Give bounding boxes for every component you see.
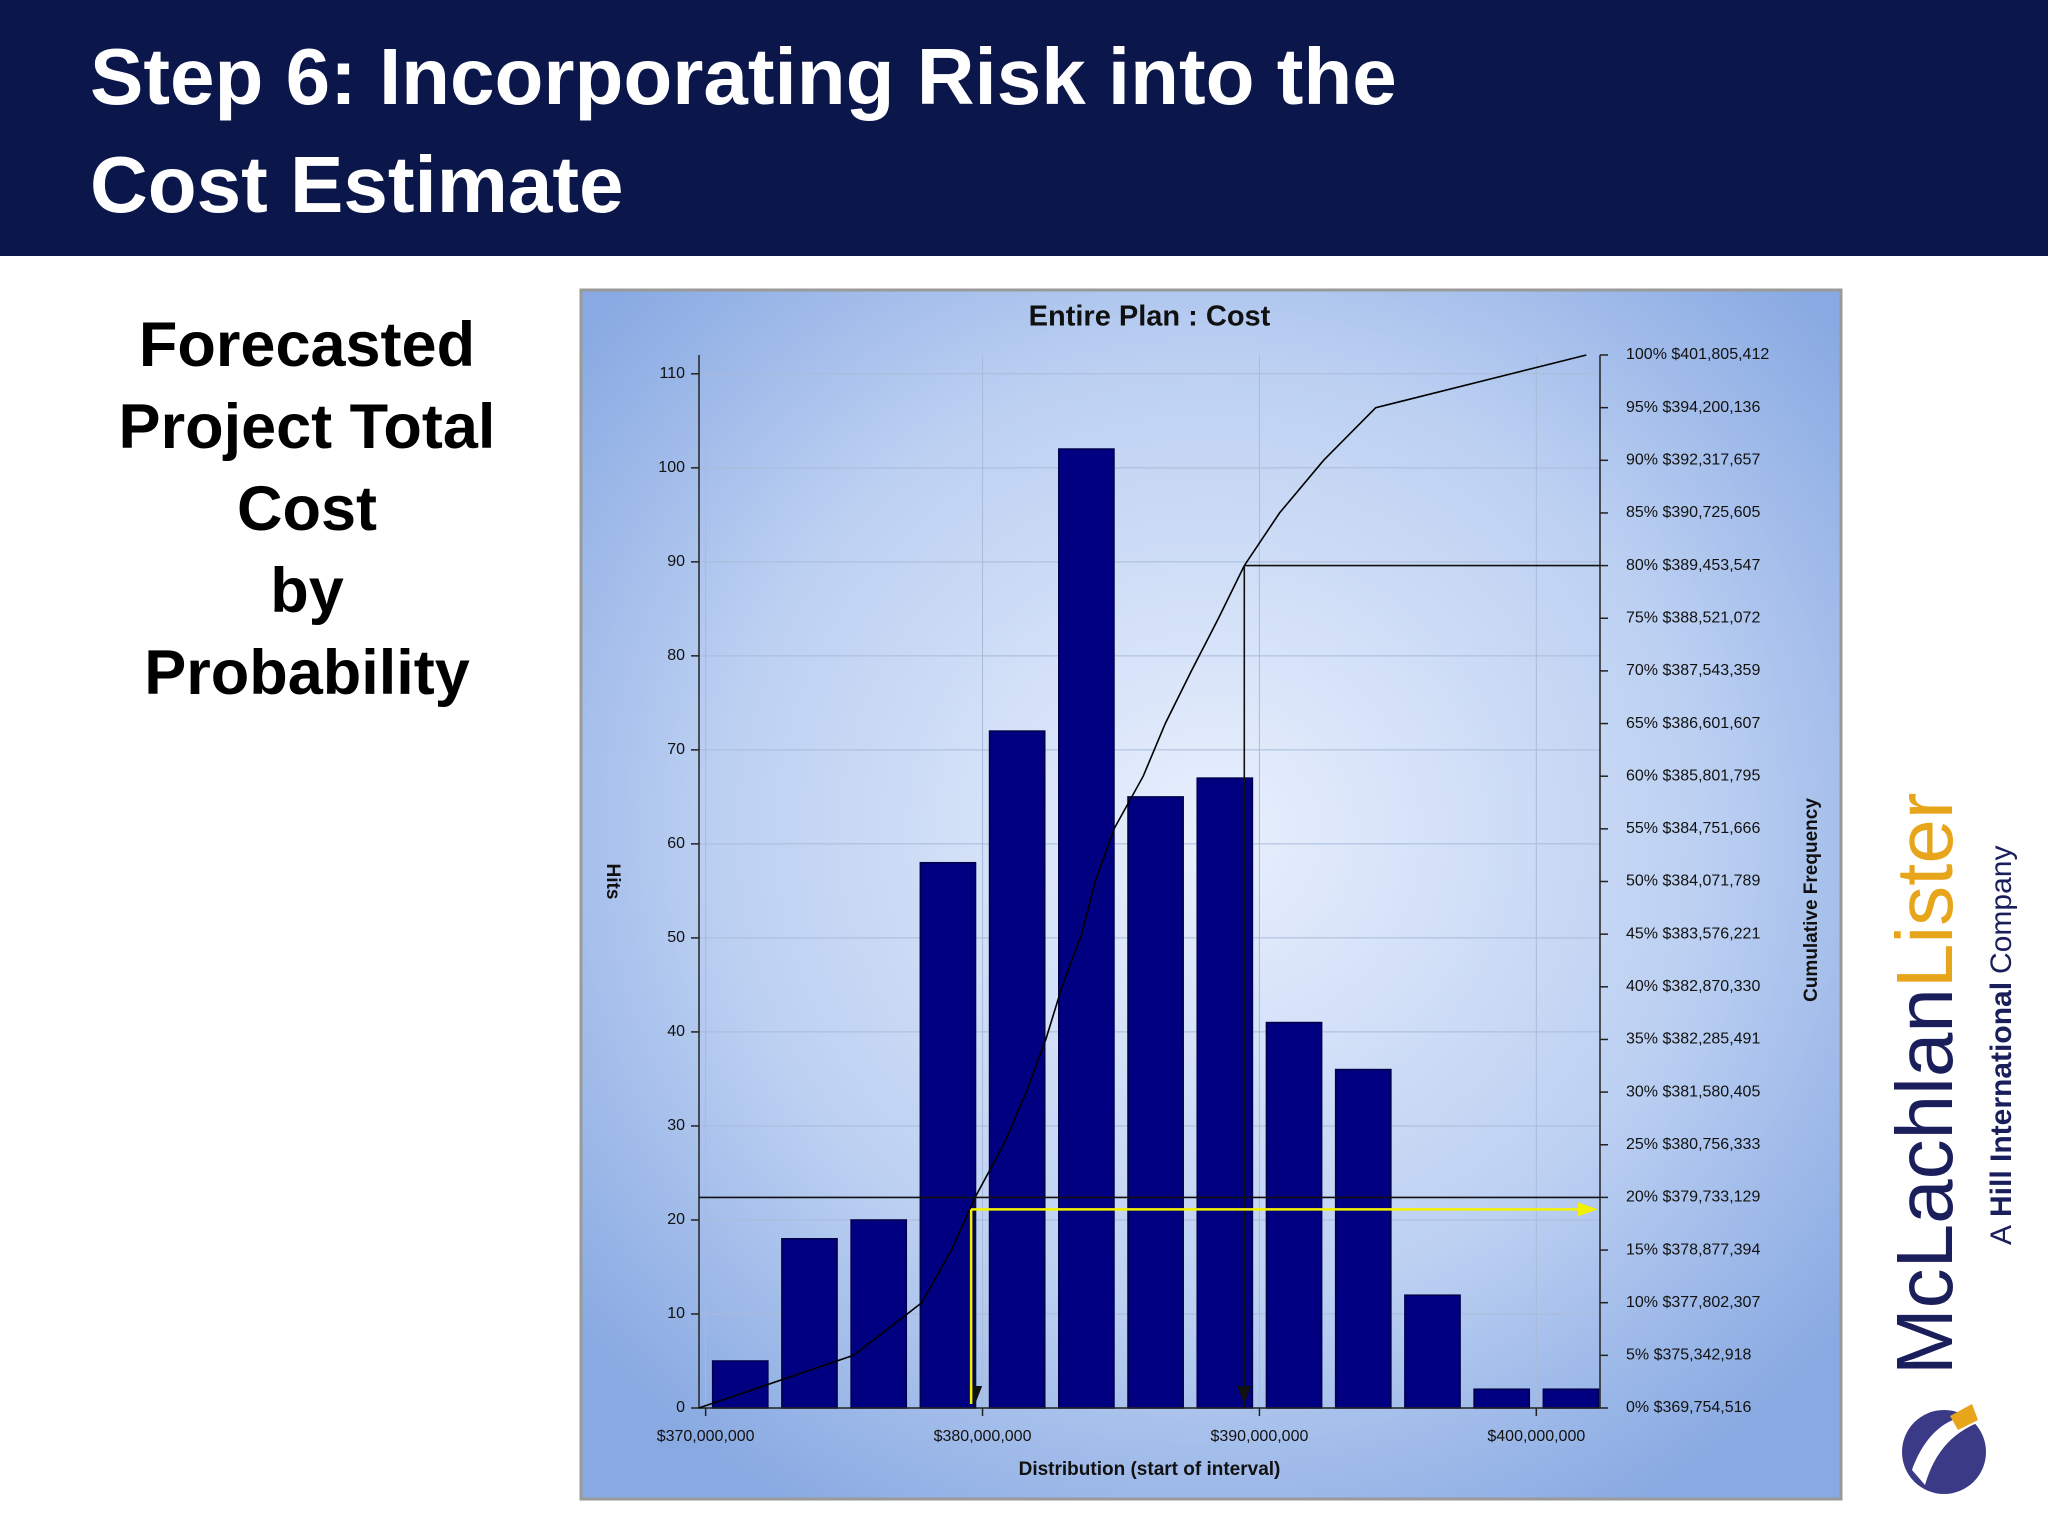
- header-band: [0, 0, 2048, 256]
- bar: [1404, 1294, 1461, 1409]
- cumulative-line: [698, 354, 1587, 1409]
- bar: [1542, 1388, 1600, 1409]
- highlight-arrow: [1578, 1202, 1598, 1217]
- bar: [919, 861, 977, 1409]
- bar: [1058, 448, 1115, 1409]
- svg-text:AHill InternationalCompany: A Hill International Company: [1985, 846, 2018, 1245]
- x-axis-title: Distribution (start of interval): [1019, 1459, 1281, 1480]
- y2-tick-label: 35% $382,285,491: [1626, 1031, 1760, 1048]
- y-tick-label: 10: [667, 1305, 685, 1322]
- header-title-line: Step 6: Incorporating Risk into the: [90, 32, 1397, 121]
- y-tick-label: 40: [667, 1023, 685, 1040]
- bar: [988, 730, 1046, 1409]
- y2-tick-label: 20% $379,733,129: [1626, 1189, 1760, 1206]
- y2-tick-label: 85% $390,725,605: [1626, 504, 1760, 521]
- side-text: Project Total: [119, 392, 496, 462]
- side-text: Cost: [237, 474, 377, 544]
- x-tick-label: $400,000,000: [1487, 1428, 1585, 1445]
- side-text: Probability: [144, 638, 470, 708]
- y-tick-label: 0: [676, 1399, 685, 1416]
- y2-tick-label: 40% $382,870,330: [1626, 978, 1760, 995]
- y2-tick-label: 75% $388,521,072: [1626, 609, 1760, 626]
- y-tick-label: 20: [667, 1211, 685, 1228]
- y-axis-title: Hits: [602, 864, 623, 900]
- bar: [1265, 1021, 1323, 1409]
- bar: [781, 1238, 838, 1409]
- logo-tagline: A: [1985, 1225, 2018, 1245]
- plot: Entire Plan : Cost 0 10 20 30 40 50 60 70 80 90 100…: [602, 301, 1822, 1480]
- logo-icon-accent: [1950, 1404, 1978, 1430]
- bar: [1473, 1388, 1531, 1409]
- bar: [1127, 796, 1184, 1409]
- y2-tick-label: 45% $383,576,221: [1626, 925, 1760, 942]
- y2-axis-title: Cumulative Frequency: [1801, 798, 1822, 1002]
- y2-tick-label: 95% $394,200,136: [1626, 399, 1760, 416]
- y2-tick-label: 60% $385,801,795: [1626, 767, 1760, 784]
- y-tick-label: 60: [667, 835, 685, 852]
- y-tick-label: 70: [667, 741, 685, 758]
- logo-name-accent: Lister: [1880, 793, 1969, 989]
- x-tick-label: $390,000,000: [1210, 1428, 1308, 1445]
- chart-title: Entire Plan : Cost: [1029, 301, 1271, 333]
- bar: [1196, 777, 1254, 1409]
- y2-tick-label: 100% $401,805,412: [1626, 346, 1769, 363]
- y2-tick-label: 65% $386,601,607: [1626, 715, 1760, 732]
- percentile-arrow: [1237, 1386, 1252, 1404]
- logo-tagline-bold: Hill International: [1985, 982, 2018, 1217]
- bar: [1334, 1068, 1392, 1409]
- y-tick-label: 80: [667, 647, 685, 664]
- y2-tick-label: 80% $389,453,547: [1626, 557, 1760, 574]
- y2-tick-label: 30% $381,580,405: [1626, 1083, 1760, 1100]
- y2-tick-label: 70% $387,543,359: [1626, 662, 1760, 679]
- y2-tick-label: 15% $378,877,394: [1626, 1241, 1760, 1258]
- y2-tick-label: 10% $377,802,307: [1626, 1294, 1760, 1311]
- side-text: Forecasted: [139, 310, 475, 380]
- header-title-line: Cost Estimate: [90, 140, 623, 229]
- y2-tick-label: 55% $384,751,666: [1626, 820, 1760, 837]
- y2-tick-label: 0% $369,754,516: [1626, 1399, 1752, 1416]
- y2-tick-label: 50% $384,071,789: [1626, 873, 1760, 890]
- y2-tick-label: 90% $392,317,657: [1626, 452, 1760, 469]
- y2-tick-label: 25% $380,756,333: [1626, 1136, 1760, 1153]
- logo-name: McLachlan: [1880, 988, 1969, 1375]
- logo-tagline: Company: [1985, 846, 2018, 974]
- logo: McLachlanLister A Hill International Compa…: [1880, 793, 2018, 1494]
- y-tick-label: 110: [659, 365, 685, 382]
- y-tick-label: 90: [667, 553, 685, 570]
- logo-icon-swoosh: [1912, 1416, 1985, 1485]
- y-tick-label: 50: [667, 929, 685, 946]
- side-text: by: [270, 556, 344, 626]
- svg-text:McLachlanLister: McLachlanLister: [1880, 793, 1969, 1376]
- x-tick-label: $370,000,000: [657, 1428, 755, 1445]
- x-tick-label: $380,000,000: [934, 1428, 1032, 1445]
- y-tick-label: 30: [667, 1117, 685, 1134]
- y2-tick-label: 5% $375,342,918: [1626, 1347, 1752, 1364]
- y-tick-label: 100: [658, 459, 685, 476]
- bar: [850, 1219, 908, 1409]
